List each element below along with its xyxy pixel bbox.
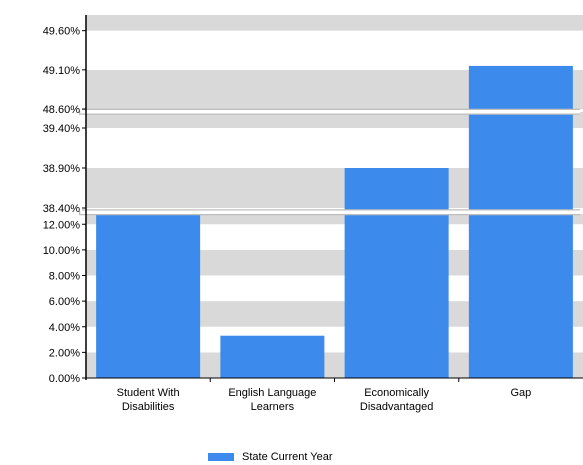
y-tick-label: 38.90%	[43, 163, 81, 175]
y-tick-label: 4.00%	[49, 322, 80, 334]
y-tick-label: 48.60%	[43, 104, 81, 116]
grid-band	[86, 112, 583, 128]
bar	[468, 65, 573, 379]
axis-break	[80, 109, 580, 114]
y-tick-label: 10.00%	[43, 245, 81, 257]
legend: State Current Year	[208, 450, 333, 464]
bar	[344, 168, 449, 378]
category-label: Disabilities	[122, 401, 175, 413]
bar	[220, 335, 325, 378]
y-tick-label: 49.60%	[43, 26, 81, 38]
y-tick-label: 12.00%	[43, 219, 81, 231]
grid-band	[86, 15, 583, 31]
y-tick-label: 8.00%	[49, 271, 80, 283]
legend-swatch	[208, 453, 234, 461]
y-tick-label: 2.00%	[49, 347, 80, 359]
grid-band	[86, 214, 583, 225]
y-tick-label: 0.00%	[49, 373, 80, 385]
y-tick-label: 39.40%	[43, 123, 81, 135]
category-label: Student With	[117, 387, 180, 399]
axis-break	[80, 210, 580, 214]
bar	[96, 214, 201, 378]
y-tick-label: 6.00%	[49, 296, 80, 308]
y-tick-label: 49.10%	[43, 65, 81, 77]
category-label: Disadvantaged	[360, 401, 433, 413]
y-tick-label: 38.40%	[43, 203, 81, 215]
category-label: Economically	[364, 387, 429, 399]
grid-band	[86, 30, 583, 70]
legend-label: State Current Year	[242, 451, 333, 463]
category-label: Learners	[251, 401, 295, 413]
category-label: Gap	[510, 387, 531, 399]
category-label: English Language	[228, 387, 316, 399]
